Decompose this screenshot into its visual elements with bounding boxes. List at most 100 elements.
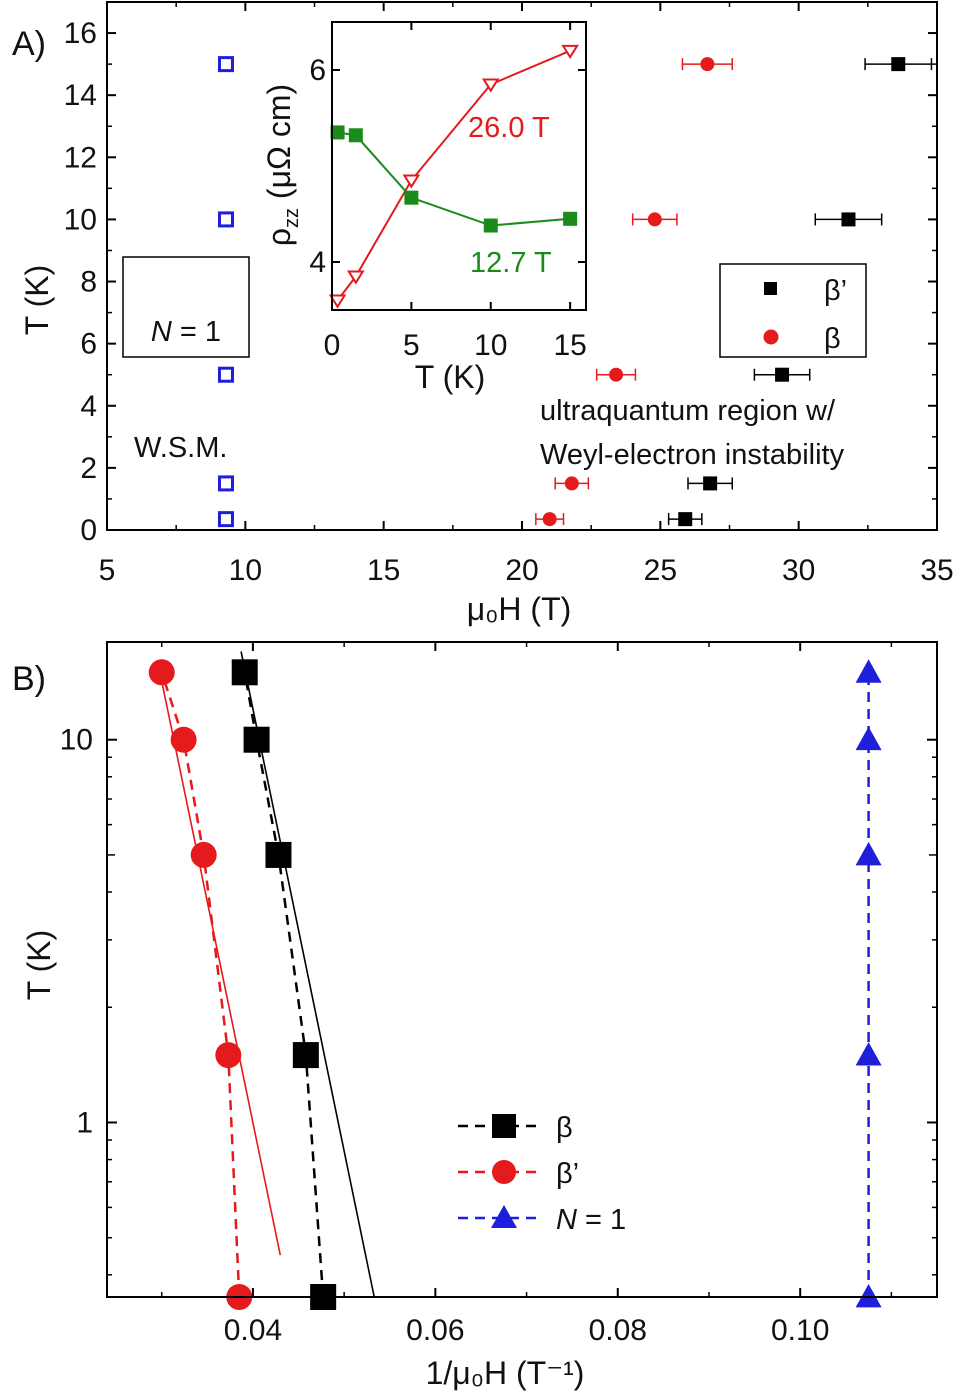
panel-a-x-tick-label: 15: [367, 554, 400, 587]
panel-b-point-series-1: [148, 659, 175, 686]
panel-a-y-tick-label: 2: [80, 452, 97, 485]
panel-a-x-axis-label: μ₀H (T): [467, 591, 572, 627]
inset-x-tick-labels: 0 5 10 15: [324, 329, 587, 362]
panel-b-y-tick-labels: 1 10: [60, 724, 93, 1140]
inset-point-series-0: [328, 294, 347, 309]
panel-b-x-tick-label: 0.08: [589, 1314, 647, 1347]
inset-point-series-0: [347, 270, 365, 285]
panel-a-x-tick-label: 25: [644, 554, 677, 587]
inset-point-series-1: [483, 218, 498, 233]
panel-a-x-tick-label: 5: [99, 554, 116, 587]
panel-b-point-series-2: [855, 841, 882, 866]
panel-a-point-series-1: [542, 512, 557, 527]
legend-b-beta-label: β: [556, 1112, 573, 1144]
inset-point-series-0: [402, 174, 421, 189]
panel-a-x-tick-label: 10: [229, 554, 262, 587]
panel-b-label: B): [12, 660, 46, 698]
panel-b-x-tick-label: 0.10: [771, 1314, 829, 1347]
panel-a-y-tick-label: 8: [80, 266, 97, 299]
ultraquantum-label-line2: Weyl-electron instability: [540, 439, 845, 471]
panel-a-point-series-2: [217, 475, 234, 492]
inset-y-tick-labels: 46: [309, 54, 326, 279]
panel-a-y-tick-label: 14: [64, 79, 97, 112]
panel-a-y-tick-labels: 0 2 4 6 8 10 12 14 16: [64, 17, 97, 547]
panel-a-point-series-1: [609, 367, 624, 382]
panel-b-y-tick-label: 1: [76, 1106, 93, 1139]
panel-a-y-axis-label: T (K): [19, 265, 55, 336]
panel-a-y-tick-label: 16: [64, 17, 97, 50]
panel-b-fit-line-1: [159, 672, 282, 1256]
panel-b-point-series-0: [243, 726, 270, 753]
inset-point-series-1: [330, 125, 345, 140]
panel-b-legend: β β’ N = 1: [458, 1112, 626, 1236]
panel-a-points: [176, 56, 906, 528]
panel-a-point-series-0: [891, 57, 906, 72]
panel-a-point-series-2: [217, 56, 234, 73]
inset-x-tick-label: 5: [403, 329, 420, 362]
panel-b-point-series-0: [265, 841, 292, 868]
inset-point-series-0: [481, 78, 500, 93]
panel-a-point-series-2: [217, 511, 234, 528]
ultraquantum-label-line1: ultraquantum region w/: [540, 395, 836, 427]
panel-b-y-tick-label: 10: [60, 724, 93, 757]
legend-beta-marker: [763, 329, 779, 345]
legend-b-n1-label: N = 1: [556, 1204, 626, 1236]
inset-series-26T-label: 26.0 T: [468, 112, 550, 144]
legend-beta-prime-label: β’: [824, 275, 847, 307]
panel-a-point-series-0: [775, 367, 790, 382]
panel-a-frame: [106, 1, 938, 531]
panel-b-point-series-1: [170, 726, 197, 753]
panel-a-x-tick-label: 30: [782, 554, 815, 587]
panel-a-point-series-2: [217, 366, 234, 383]
legend-beta-prime-marker: [764, 282, 777, 295]
panel-b-x-axis-label: 1/μ₀H (T⁻¹): [426, 1355, 585, 1391]
legend-b-beta-prime-marker: [492, 1160, 516, 1184]
inset-x-tick-label: 0: [324, 329, 341, 362]
panel-b-series-line-0: [243, 672, 325, 1298]
panel-a-legend: β’ β: [719, 263, 867, 358]
n1-box: [122, 256, 250, 358]
panel-a-y-tick-label: 0: [80, 514, 97, 547]
panel-a-x-tick-label: 20: [505, 554, 538, 587]
panel-b-fit-line-0: [240, 651, 376, 1298]
inset-point-series-0: [561, 44, 579, 59]
inset-y-axis-label: ρzz (μΩ cm): [261, 84, 303, 246]
panel-b-point-series-1: [190, 841, 217, 868]
panel-b-x-tick-label: 0.06: [406, 1314, 464, 1347]
n1-box-label: N = 1: [151, 316, 221, 348]
panel-b-points: [148, 659, 882, 1310]
wsm-label: W.S.M.: [134, 432, 227, 464]
panel-b-point-series-2: [855, 1042, 882, 1066]
panel-a-y-tick-label: 6: [80, 328, 97, 361]
inset-background: [332, 22, 586, 310]
legend-beta-label: β: [824, 323, 841, 355]
panel-b-point-series-2: [855, 1284, 882, 1308]
panel-a-legend-box: [719, 263, 867, 358]
panel-a-y-tick-label: 4: [80, 390, 97, 423]
panel-b-point-series-0: [231, 659, 258, 686]
panel-a-y-tick-label: 12: [64, 141, 97, 174]
panel-b-y-axis-label: T (K): [21, 930, 57, 1001]
panel-b-point-series-2: [855, 659, 882, 683]
inset-y-tick-label: 4: [309, 246, 326, 279]
panel-a-y-tick-label: 10: [64, 203, 97, 236]
legend-b-beta-marker: [492, 1114, 516, 1138]
inset-point-series-1: [563, 211, 578, 226]
panel-b-point-series-0: [292, 1042, 319, 1069]
panel-a-point-series-1: [700, 57, 715, 72]
inset-points: [328, 44, 579, 309]
inset-chart: 0 5 10 15 46 T (K) ρzz (μΩ cm) 26.0 T 12.7 …: [261, 21, 587, 395]
panel-a-label: A): [12, 25, 46, 63]
inset-point-series-1: [404, 190, 419, 205]
panel-b-point-series-1: [215, 1042, 242, 1069]
panel-a-point-series-1: [647, 212, 662, 227]
inset-point-series-1: [348, 128, 363, 143]
panel-b: B) 0.04 0.06 0.08 0.10 1 10 1/μ₀H (T⁻¹) T (K…: [12, 641, 938, 1391]
inset-x-axis-label: T (K): [415, 359, 486, 395]
legend-b-n1-marker: [491, 1205, 517, 1228]
inset-x-tick-label: 15: [553, 329, 586, 362]
panel-a-x-tick-label: 35: [920, 554, 953, 587]
inset-x-tick-label: 10: [474, 329, 507, 362]
